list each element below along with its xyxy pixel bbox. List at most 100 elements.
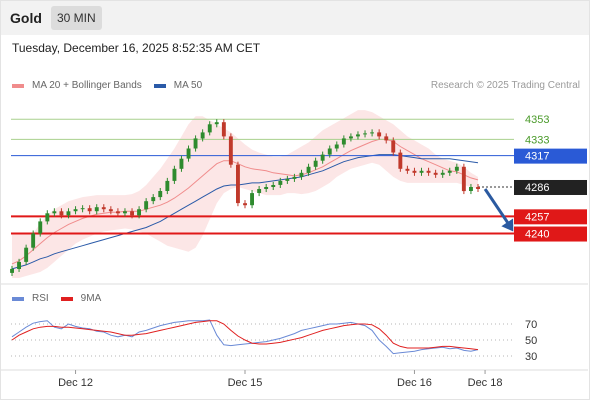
candle-body: [151, 197, 156, 202]
candle-body: [285, 178, 290, 181]
xaxis-label: Dec 16: [397, 377, 432, 389]
candle-body: [243, 203, 247, 206]
candle-body: [454, 166, 459, 171]
pivot-tag-2: [514, 148, 587, 164]
candle-body: [264, 187, 269, 189]
rsi-legend: RSI 9MA: [12, 293, 101, 304]
candle-body: [165, 180, 170, 191]
candle-body: [327, 148, 332, 155]
candle-body: [158, 191, 163, 198]
candle-body: [116, 211, 120, 214]
candle-body: [469, 187, 473, 191]
candle-body: [377, 132, 382, 137]
candle-body: [94, 207, 99, 212]
xaxis-label: Dec 15: [228, 377, 263, 389]
candle-body: [31, 233, 36, 248]
timestamp: Tuesday, December 16, 2025 8:52:35 AM CE…: [12, 41, 261, 55]
candle-body: [214, 122, 219, 125]
credit-text: Research © 2025 Trading Central: [430, 80, 580, 91]
support-label-4: 4257: [525, 211, 549, 223]
candle-body: [412, 170, 417, 173]
candle-body: [172, 168, 177, 181]
asset-title: Gold: [10, 10, 42, 26]
candle-body: [101, 207, 106, 210]
candle-body: [66, 211, 71, 216]
bollinger-swatch: [12, 83, 24, 88]
candle-body: [38, 221, 43, 234]
candle-body: [461, 166, 466, 192]
candle-body: [356, 134, 360, 137]
candle-body: [87, 208, 92, 212]
candle-body: [306, 166, 311, 173]
candle-body: [207, 124, 212, 133]
candle-body: [419, 170, 424, 173]
rsi-tick-label: 30: [525, 351, 537, 363]
candle-body: [250, 193, 254, 206]
candle-body: [24, 247, 29, 262]
xaxis-label: Dec 12: [58, 377, 93, 389]
candle-body: [398, 152, 403, 169]
candle-body: [200, 132, 205, 139]
support-tag-4: [514, 209, 587, 225]
candle-body: [391, 140, 396, 153]
rsi-ma-line: [11, 320, 479, 351]
bollinger-legend-label: MA 20 + Bollinger Bands: [32, 80, 142, 91]
candle-body: [278, 180, 283, 185]
rsi-ma-swatch: [60, 296, 73, 301]
ma50-swatch: [153, 83, 166, 88]
candle-body: [10, 268, 14, 273]
price-label-3: 4286: [525, 182, 549, 194]
candle-body: [341, 138, 346, 145]
bollinger-band-area: [12, 110, 478, 278]
rsi-line: [11, 319, 479, 355]
rsi-tick-label: 50: [525, 335, 537, 347]
candle-body: [144, 201, 149, 210]
price-legend: MA 20 + Bollinger Bands MA 50: [12, 80, 202, 91]
candle-body: [405, 168, 410, 171]
candle-body: [186, 148, 191, 159]
candle-body: [228, 136, 233, 165]
candle-body: [45, 213, 50, 222]
pivot-label-2: 4317: [525, 151, 549, 163]
candle-body: [221, 122, 226, 137]
support-label-5: 4240: [525, 229, 549, 241]
candle-body: [313, 160, 318, 167]
candle-body: [447, 170, 452, 173]
candle-body: [433, 172, 438, 175]
rsi-ma-legend-label: 9MA: [80, 293, 102, 304]
resistance-label-0: 4353: [525, 114, 549, 126]
candle-body: [292, 176, 297, 179]
timeframe-button[interactable]: 30 MIN: [51, 6, 102, 30]
candle-body: [179, 158, 184, 169]
xaxis-label: Dec 18: [468, 377, 503, 389]
candle-body: [271, 185, 276, 187]
candle-body: [349, 136, 353, 139]
candle-body: [384, 136, 389, 141]
candle-body: [299, 172, 304, 177]
support-tag-5: [514, 226, 587, 242]
rsi-tick-label: 70: [525, 319, 537, 331]
candle-body: [320, 154, 325, 161]
rsi-legend-label: RSI: [32, 293, 49, 304]
candle-body: [257, 189, 262, 193]
candle-body: [59, 211, 64, 216]
price-tag-3: [514, 179, 587, 195]
candle-body: [363, 133, 367, 135]
candle-body: [476, 187, 480, 189]
candle-body: [334, 144, 339, 149]
candle-body: [17, 261, 21, 269]
ma50-legend-label: MA 50: [173, 80, 203, 91]
candle-body: [108, 209, 113, 212]
candle-body: [73, 209, 78, 212]
candle-body: [130, 211, 134, 216]
candle-body: [370, 132, 374, 134]
candle-body: [52, 211, 57, 214]
candle-body: [80, 208, 85, 210]
forecast-arrow-head: [501, 218, 514, 232]
candle-body: [236, 164, 240, 204]
candle-body: [123, 211, 127, 214]
candle-body: [137, 209, 141, 216]
candle-body: [193, 138, 198, 149]
resistance-label-1: 4333: [525, 134, 549, 146]
